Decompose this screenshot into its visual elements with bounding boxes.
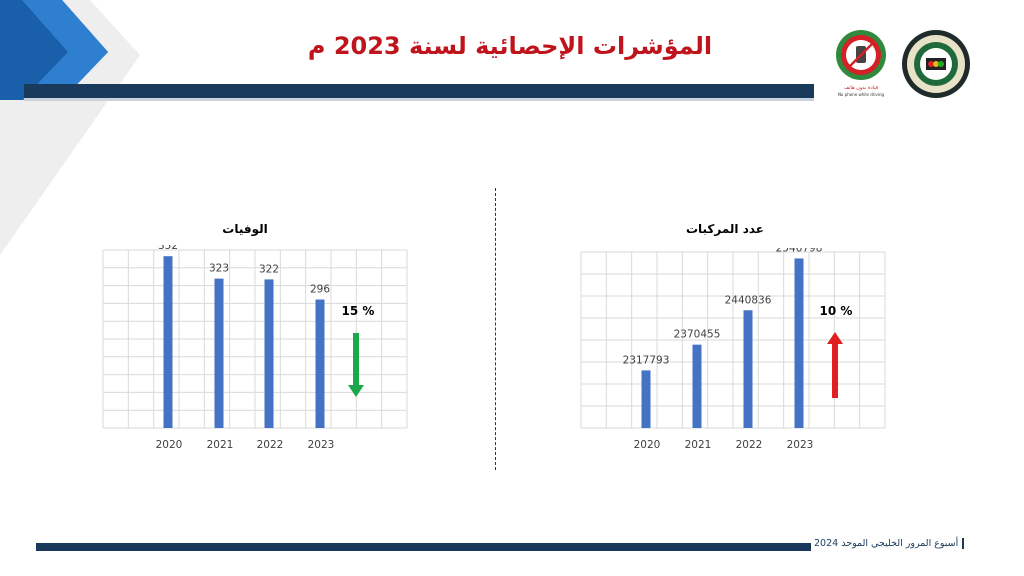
arrow-down-icon	[348, 333, 364, 397]
bar-2020	[163, 256, 173, 428]
traffic-department-seal-logo	[902, 30, 970, 98]
title-underline-bar	[24, 84, 814, 98]
slide-title: المؤشرات الإحصائية لسنة 2023 م	[307, 32, 713, 60]
bar-2022	[743, 310, 753, 428]
footer-event-label: أسبوع المرور الخليجي الموحد 2024	[814, 538, 965, 549]
percent-change-label: 15 %	[342, 304, 375, 318]
svg-text:قيادة بدون هاتف: قيادة بدون هاتف	[844, 85, 879, 91]
bar-2021	[692, 344, 702, 428]
deaths-chart-title: الوفيات	[222, 222, 268, 236]
no-phone-campaign-logo: قيادة بدون هاتف No phone while driving	[836, 30, 886, 97]
data-label-2021: 2370455	[674, 329, 721, 341]
footer-bar	[36, 543, 811, 551]
title-underline-shadow	[24, 98, 814, 101]
arrow-up-icon	[827, 332, 843, 398]
x-tick-label: 2021	[207, 439, 234, 451]
bar-2022	[264, 279, 274, 428]
x-tick-label: 2022	[257, 439, 284, 451]
bar-2020	[641, 370, 651, 428]
data-label-2023: 296	[310, 284, 330, 296]
corner-chevron-decoration	[0, 0, 140, 255]
percent-change-label: 10 %	[820, 304, 853, 318]
x-tick-label: 2023	[308, 439, 335, 451]
dashed-divider	[495, 188, 496, 470]
bar-2023	[315, 299, 325, 428]
x-tick-label: 2020	[156, 439, 183, 451]
data-label-2022: 322	[259, 263, 279, 275]
vehicles-bar-chart: 2317793 2020 2370455 2021 2440836 2022 2546798…	[580, 248, 886, 451]
data-label-2023: 2546798	[776, 248, 823, 254]
x-tick-label: 2021	[685, 439, 712, 451]
data-label-2021: 323	[209, 263, 229, 275]
vehicles-chart-title: عدد المركبات	[685, 222, 765, 236]
x-tick-label: 2023	[787, 439, 814, 451]
x-tick-label: 2022	[736, 439, 763, 451]
svg-text:No phone while driving: No phone while driving	[838, 92, 885, 97]
data-label-2022: 2440836	[725, 294, 772, 306]
bar-2023	[794, 258, 804, 428]
x-tick-label: 2020	[634, 439, 661, 451]
data-label-2020: 2317793	[623, 354, 670, 366]
data-label-2020: 352	[158, 245, 178, 252]
bar-2021	[214, 278, 224, 428]
deaths-bar-chart: 352 2020 323 2021 322 2022 296 2023 15 %	[102, 245, 408, 451]
